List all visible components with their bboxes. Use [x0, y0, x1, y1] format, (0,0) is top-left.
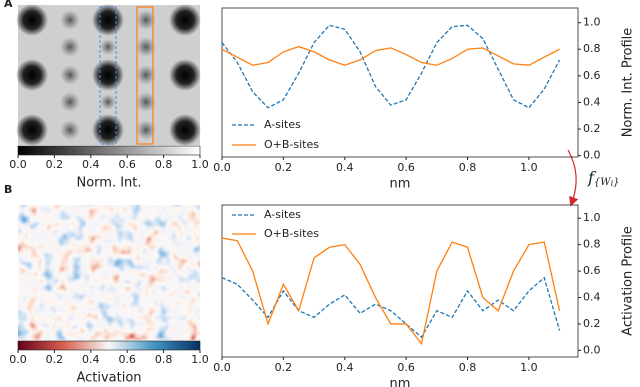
x-tick-label: 0.8	[459, 361, 477, 374]
y-tick-label: 0.8	[583, 42, 601, 55]
x-tick-label: 0.4	[336, 161, 354, 174]
colorbar-tick-label: 0.0	[9, 353, 27, 366]
y-tick-label: 0.6	[583, 264, 601, 277]
y-axis-label: Activation Profile	[621, 226, 636, 336]
colorbar-tick-label: 1.0	[191, 353, 209, 366]
y-tick-label: 0.2	[583, 122, 601, 135]
y-tick-label: 0.8	[583, 238, 601, 251]
x-tick-label: 0.2	[275, 361, 293, 374]
x-tick-label: 0.6	[397, 161, 415, 174]
y-tick-label: 0.2	[583, 317, 601, 330]
colorbar-label: Norm. Int.	[76, 176, 141, 191]
y-tick-label: 0.4	[583, 95, 601, 108]
x-tick-label: 0.0	[213, 161, 231, 174]
x-axis-label: nm	[390, 377, 411, 387]
annotation-close: }	[613, 177, 619, 188]
series-line	[221, 45, 560, 66]
colorbar-label: Activation	[76, 371, 141, 386]
axes-frame	[221, 204, 579, 358]
x-axis-label: nm	[390, 177, 411, 192]
colorbar-tick-label: 1.0	[191, 158, 209, 171]
y-tick-label: 0.0	[583, 149, 601, 162]
legend-label: A-sites	[264, 118, 301, 131]
colorbar-tick-label: 0.2	[46, 158, 64, 171]
y-tick-label: 0.6	[583, 69, 601, 82]
intensity-image	[16, 4, 201, 146]
y-tick-label: 0.4	[583, 291, 601, 304]
panel-label: B	[4, 183, 12, 196]
annotation-f: f	[587, 168, 597, 187]
x-tick-label: 0.8	[459, 161, 477, 174]
y-axis-label: Norm. Int. Profile	[621, 28, 636, 138]
x-tick-label: 0.4	[336, 361, 354, 374]
y-tick-label: 0.0	[583, 343, 601, 356]
colorbar-tick-label: 0.6	[118, 158, 136, 171]
x-tick-label: 0.2	[275, 161, 293, 174]
legend-label: O+B-sites	[264, 138, 319, 151]
colorbar-tick-label: 0.8	[155, 353, 173, 366]
x-tick-label: 0.0	[213, 361, 231, 374]
series-line	[221, 24, 561, 109]
colorbar-tick-label: 0.6	[118, 353, 136, 366]
annotation-sub: {W	[594, 177, 611, 188]
series-line	[221, 276, 561, 339]
colorbar-tick-label: 0.2	[46, 353, 64, 366]
colorbar-tick-label: 0.4	[82, 158, 100, 171]
series-line	[221, 237, 561, 346]
legend-label: O+B-sites	[264, 227, 319, 240]
axes-frame	[221, 7, 579, 158]
x-tick-label: 0.6	[397, 361, 415, 374]
panel-label: A	[4, 0, 13, 10]
annotation: f{Wi}	[587, 168, 620, 189]
annotation-subsub: i	[611, 179, 614, 188]
y-tick-label: 1.0	[583, 16, 601, 29]
colorbar-tick-label: 0.0	[9, 158, 27, 171]
x-tick-label: 1.0	[520, 161, 538, 174]
colorbar-tick-label: 0.4	[82, 353, 100, 366]
colorbar-tick-label: 0.8	[155, 158, 173, 171]
y-tick-label: 1.0	[583, 211, 601, 224]
arrow	[567, 149, 579, 207]
legend-label: A-sites	[264, 208, 301, 221]
activation-image	[18, 205, 200, 340]
colorbar	[17, 145, 201, 156]
colorbar	[17, 340, 201, 351]
x-tick-label: 1.0	[520, 361, 538, 374]
